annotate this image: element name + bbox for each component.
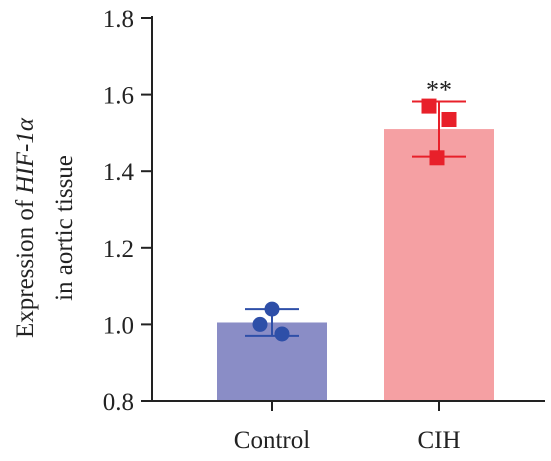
data-point-control — [252, 316, 268, 332]
y-tick-label: 0.8 — [103, 389, 134, 416]
significance-marker: ** — [426, 75, 452, 104]
y-tick-label: 1.2 — [103, 236, 134, 263]
x-tick-label-cih: CIH — [417, 427, 460, 454]
y-axis-title-prefix: Expression of — [12, 194, 39, 338]
bar-cih — [384, 129, 494, 401]
y-axis-title-line-2: in aortic tissue — [51, 155, 78, 301]
y-tick-label: 1.6 — [103, 83, 134, 110]
data-point-cih — [441, 111, 457, 127]
y-axis-title: Expression of HIF-1α in aortic tissue — [12, 117, 78, 338]
data-point-control — [274, 326, 290, 342]
data-point-control — [264, 301, 280, 317]
y-tick-label: 1.0 — [103, 312, 134, 339]
plot-area: 0.8 1.0 1.2 1.4 1.6 1.8 Control CIH ** — [103, 6, 545, 454]
x-tick-label-control: Control — [234, 427, 310, 454]
y-axis-title-gene: HIF-1α — [12, 117, 39, 194]
y-tick-label: 1.8 — [103, 6, 134, 33]
y-axis-title-line-1: Expression of HIF-1α — [12, 117, 39, 338]
y-tick-label: 1.4 — [103, 159, 135, 186]
data-point-cih — [421, 98, 437, 114]
data-point-cih — [429, 150, 445, 166]
